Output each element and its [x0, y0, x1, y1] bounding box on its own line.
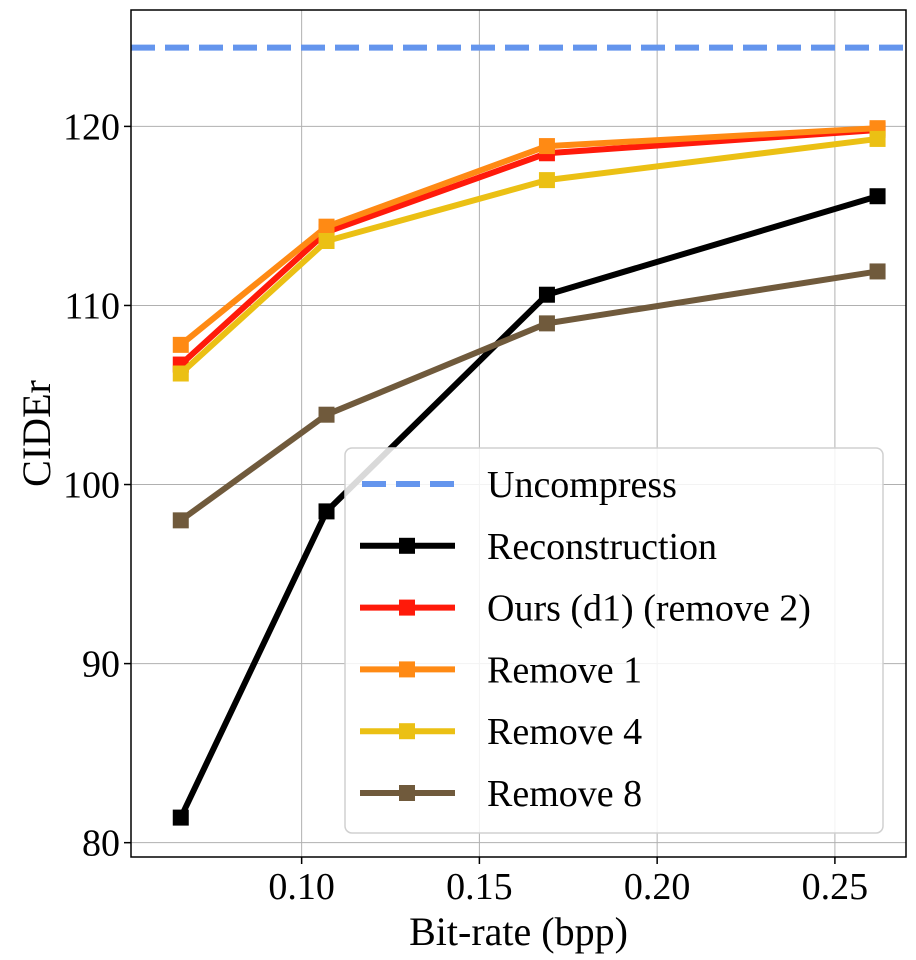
series-3: [172, 130, 886, 382]
legend-entry: Remove 1: [360, 649, 642, 691]
legend-entry: Remove 4: [360, 711, 642, 753]
series-marker: [538, 172, 555, 189]
series-2: [172, 120, 886, 353]
series-1: [172, 121, 886, 373]
series-marker: [172, 365, 189, 382]
legend-marker: [399, 537, 415, 554]
legend-label: Remove 8: [487, 773, 642, 815]
legend-entry: Remove 8: [360, 773, 642, 815]
y-tick-label: 120: [63, 106, 120, 148]
y-axis-ticks: 80 90 100 110 120: [63, 106, 131, 865]
series-marker: [318, 218, 335, 235]
legend-label: Remove 1: [487, 649, 642, 691]
legend-entry: Ours (d1) (remove 2): [360, 588, 811, 630]
series-0: [172, 188, 886, 826]
y-tick-label: 110: [64, 285, 120, 327]
series-layer: [172, 120, 886, 826]
plot-frame: [130, 9, 907, 858]
legend-label: Ours (d1) (remove 2): [487, 588, 811, 630]
legend-entry: Reconstruction: [360, 526, 717, 568]
series-4: [172, 263, 886, 529]
y-tick-label: 80: [82, 823, 120, 865]
x-tick-label: 0.20: [624, 866, 691, 908]
series-line: [179, 268, 879, 523]
y-axis-label: CIDEr: [14, 380, 59, 487]
series-line: [178, 135, 878, 376]
series-marker: [318, 233, 335, 249]
series-marker: [869, 188, 886, 205]
series-line: [178, 125, 878, 348]
x-tick-label: 0.15: [446, 866, 513, 908]
x-tick-label: 0.10: [268, 866, 335, 908]
series-marker: [538, 315, 555, 332]
legend-marker: [399, 723, 415, 740]
x-axis-label: Bit-rate (bpp): [409, 909, 628, 954]
series-marker: [172, 809, 189, 826]
series-marker: [869, 263, 886, 280]
legend: Uncompress Reconstruction Ours (d1) (remov…: [344, 447, 884, 834]
series-marker: [172, 336, 189, 353]
series-marker: [172, 512, 189, 529]
legend-label: Reconstruction: [487, 526, 717, 568]
legend-marker: [399, 785, 415, 801]
series-line: [178, 126, 878, 367]
y-tick-label: 90: [82, 644, 120, 686]
series-marker: [869, 130, 886, 147]
series-marker: [318, 406, 335, 423]
legend-marker: [399, 599, 415, 616]
series-line: [178, 193, 879, 819]
legend-marker: [399, 661, 415, 678]
x-tick-label: 0.25: [802, 866, 869, 908]
legend-box: [344, 447, 884, 834]
legend-label: Uncompress: [487, 464, 677, 506]
x-axis-ticks: 0.10 0.15 0.20 0.25: [268, 857, 868, 908]
series-marker: [538, 138, 555, 155]
series-marker: [538, 286, 555, 303]
legend-entry: Uncompress: [362, 464, 677, 506]
legend-label: Remove 4: [487, 711, 642, 753]
y-tick-label: 100: [63, 465, 120, 507]
series-marker: [318, 503, 335, 520]
